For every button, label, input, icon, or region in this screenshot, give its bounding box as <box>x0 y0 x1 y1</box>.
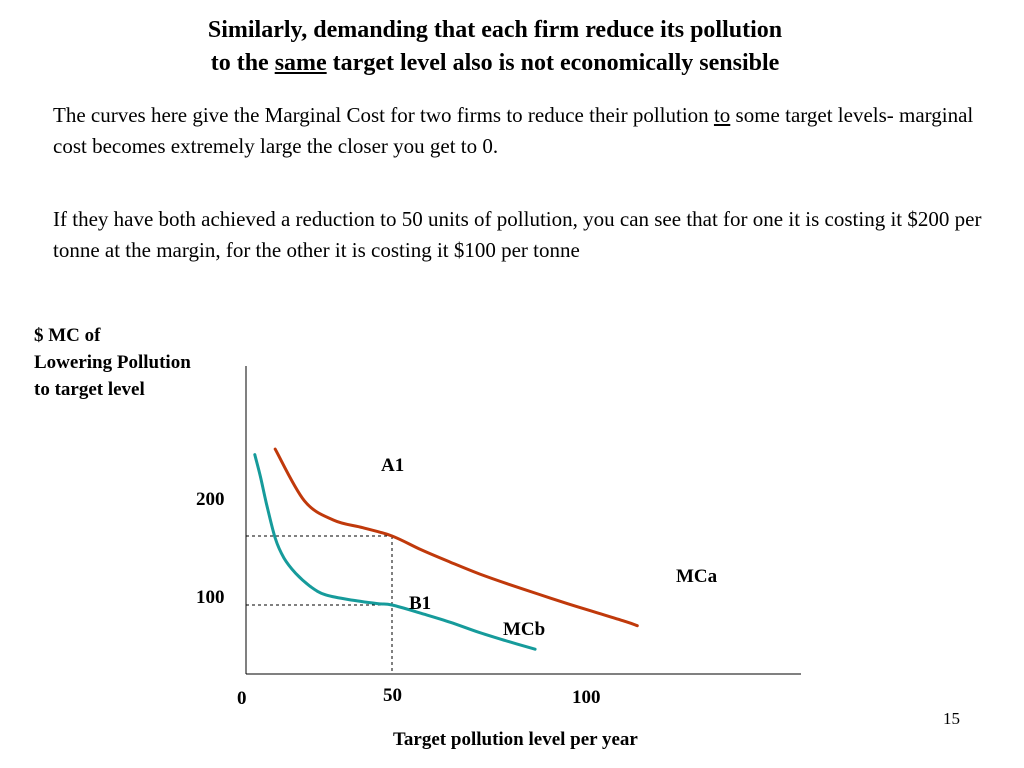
x-axis-label: Target pollution level per year <box>393 729 638 750</box>
title-line-2-post: target level also is not economically se… <box>326 50 780 76</box>
series-line-mcb <box>253 453 537 651</box>
series-line-mca <box>273 447 639 628</box>
series-label-mcb: MCb <box>503 619 546 640</box>
x-tick-label-100: 100 <box>572 687 601 708</box>
paragraph-1: The curves here give the Marginal Cost f… <box>53 100 983 162</box>
x-tick-label-50: 50 <box>383 685 402 706</box>
title-line-2-pre: to the <box>210 50 275 76</box>
y-axis-label-line-2: Lowering Pollution <box>34 352 191 373</box>
paragraph-1-post: some target levels- marginal cost become… <box>53 103 974 158</box>
title-line-1: Similarly, demanding that each firm redu… <box>207 17 783 43</box>
series-label-mca: MCa <box>676 566 718 587</box>
y-tick-label-200: 200 <box>196 489 225 510</box>
paragraph-1-pre: The curves here give the Marginal Cost f… <box>53 103 714 127</box>
y-axis-label-line-3: to target level <box>34 379 145 400</box>
x-tick-label-0: 0 <box>237 688 247 709</box>
title-line-2: to the same target level also is not eco… <box>0 47 990 80</box>
paragraph-2: If they have both achieved a reduction t… <box>53 207 982 262</box>
paragraph-1-underlined: to <box>713 103 731 127</box>
point-label-a1: A1 <box>381 455 405 476</box>
point-label-b1: B1 <box>409 593 432 614</box>
title-line-2-underlined: same <box>274 50 327 76</box>
page-number: 15 <box>943 709 960 728</box>
y-axis-label-line-1: $ MC of <box>34 325 101 346</box>
y-tick-label-100: 100 <box>196 587 225 608</box>
slide-title: Similarly, demanding that each firm redu… <box>0 14 990 80</box>
y-axis-label: $ MC of Lowering Pollution to target lev… <box>34 322 191 403</box>
